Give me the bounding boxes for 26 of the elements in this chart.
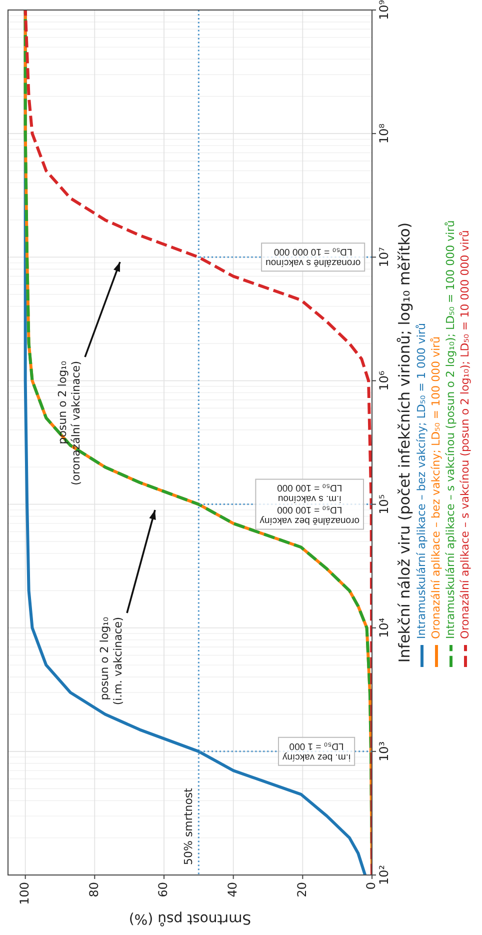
y-tick-label: 10⁷ <box>377 246 392 268</box>
text: Intramuskulární aplikace – bez vakcíny; LD₅₀ = 1 000 virů <box>414 322 428 639</box>
y-tick-label: 10⁹ <box>377 0 392 20</box>
y-tick-label: 10⁸ <box>377 123 392 144</box>
ref-line-label: 50% smrtnost <box>182 787 196 865</box>
text: Oronazální aplikace – s vakcínou (posun o 2 log₁₀); LD₅₀ = 10 000 000 virů <box>458 230 472 639</box>
y-tick-label: 10² <box>377 864 392 886</box>
y-tick-label: 10⁴ <box>377 618 392 638</box>
x-axis-title: Smrtnost psů (%) <box>128 910 252 926</box>
y-tick-label: 10⁵ <box>377 494 392 514</box>
y-tick-label: 10³ <box>377 741 392 762</box>
x-tick-label: 20 <box>294 882 309 898</box>
annotation: posun o 2 log₁₀ (i.m. vakcinace) <box>98 616 124 706</box>
x-tick-label: 60 <box>156 882 170 898</box>
text: Oronazální aplikace – bez vakcíny; LD₅₀ = 100 000 virů <box>429 336 442 639</box>
annotation: posun o 2 log₁₀ (oronazální vakcinace) <box>56 360 82 486</box>
text: Intramuskulární aplikace – s vakcínou (posun o 2 log₁₀); LD₅₀ = 100 000 virů <box>444 220 457 639</box>
x-tick-label: 0 <box>364 882 378 890</box>
x-tick-label: 40 <box>225 882 240 898</box>
y-tick-label: 10⁶ <box>377 370 392 391</box>
y-axis-title: Infekční nálož viru (počet infekčních virionů; log₁₀ měřítko) <box>395 222 414 663</box>
annotation: i.m. bez vakcíny LD₅₀ = 1 000 <box>282 740 351 762</box>
x-tick-label: 100 <box>17 882 32 905</box>
annotation: oronazálně s vakcínou LD₅₀ = 10 000 000 <box>266 246 361 268</box>
x-tick-label: 80 <box>86 882 101 898</box>
annotation: oronazálně bez vakcíny LD₅₀ = 100 000 i.m. s vakcínou LD₅₀ = 100 000 <box>259 482 360 526</box>
